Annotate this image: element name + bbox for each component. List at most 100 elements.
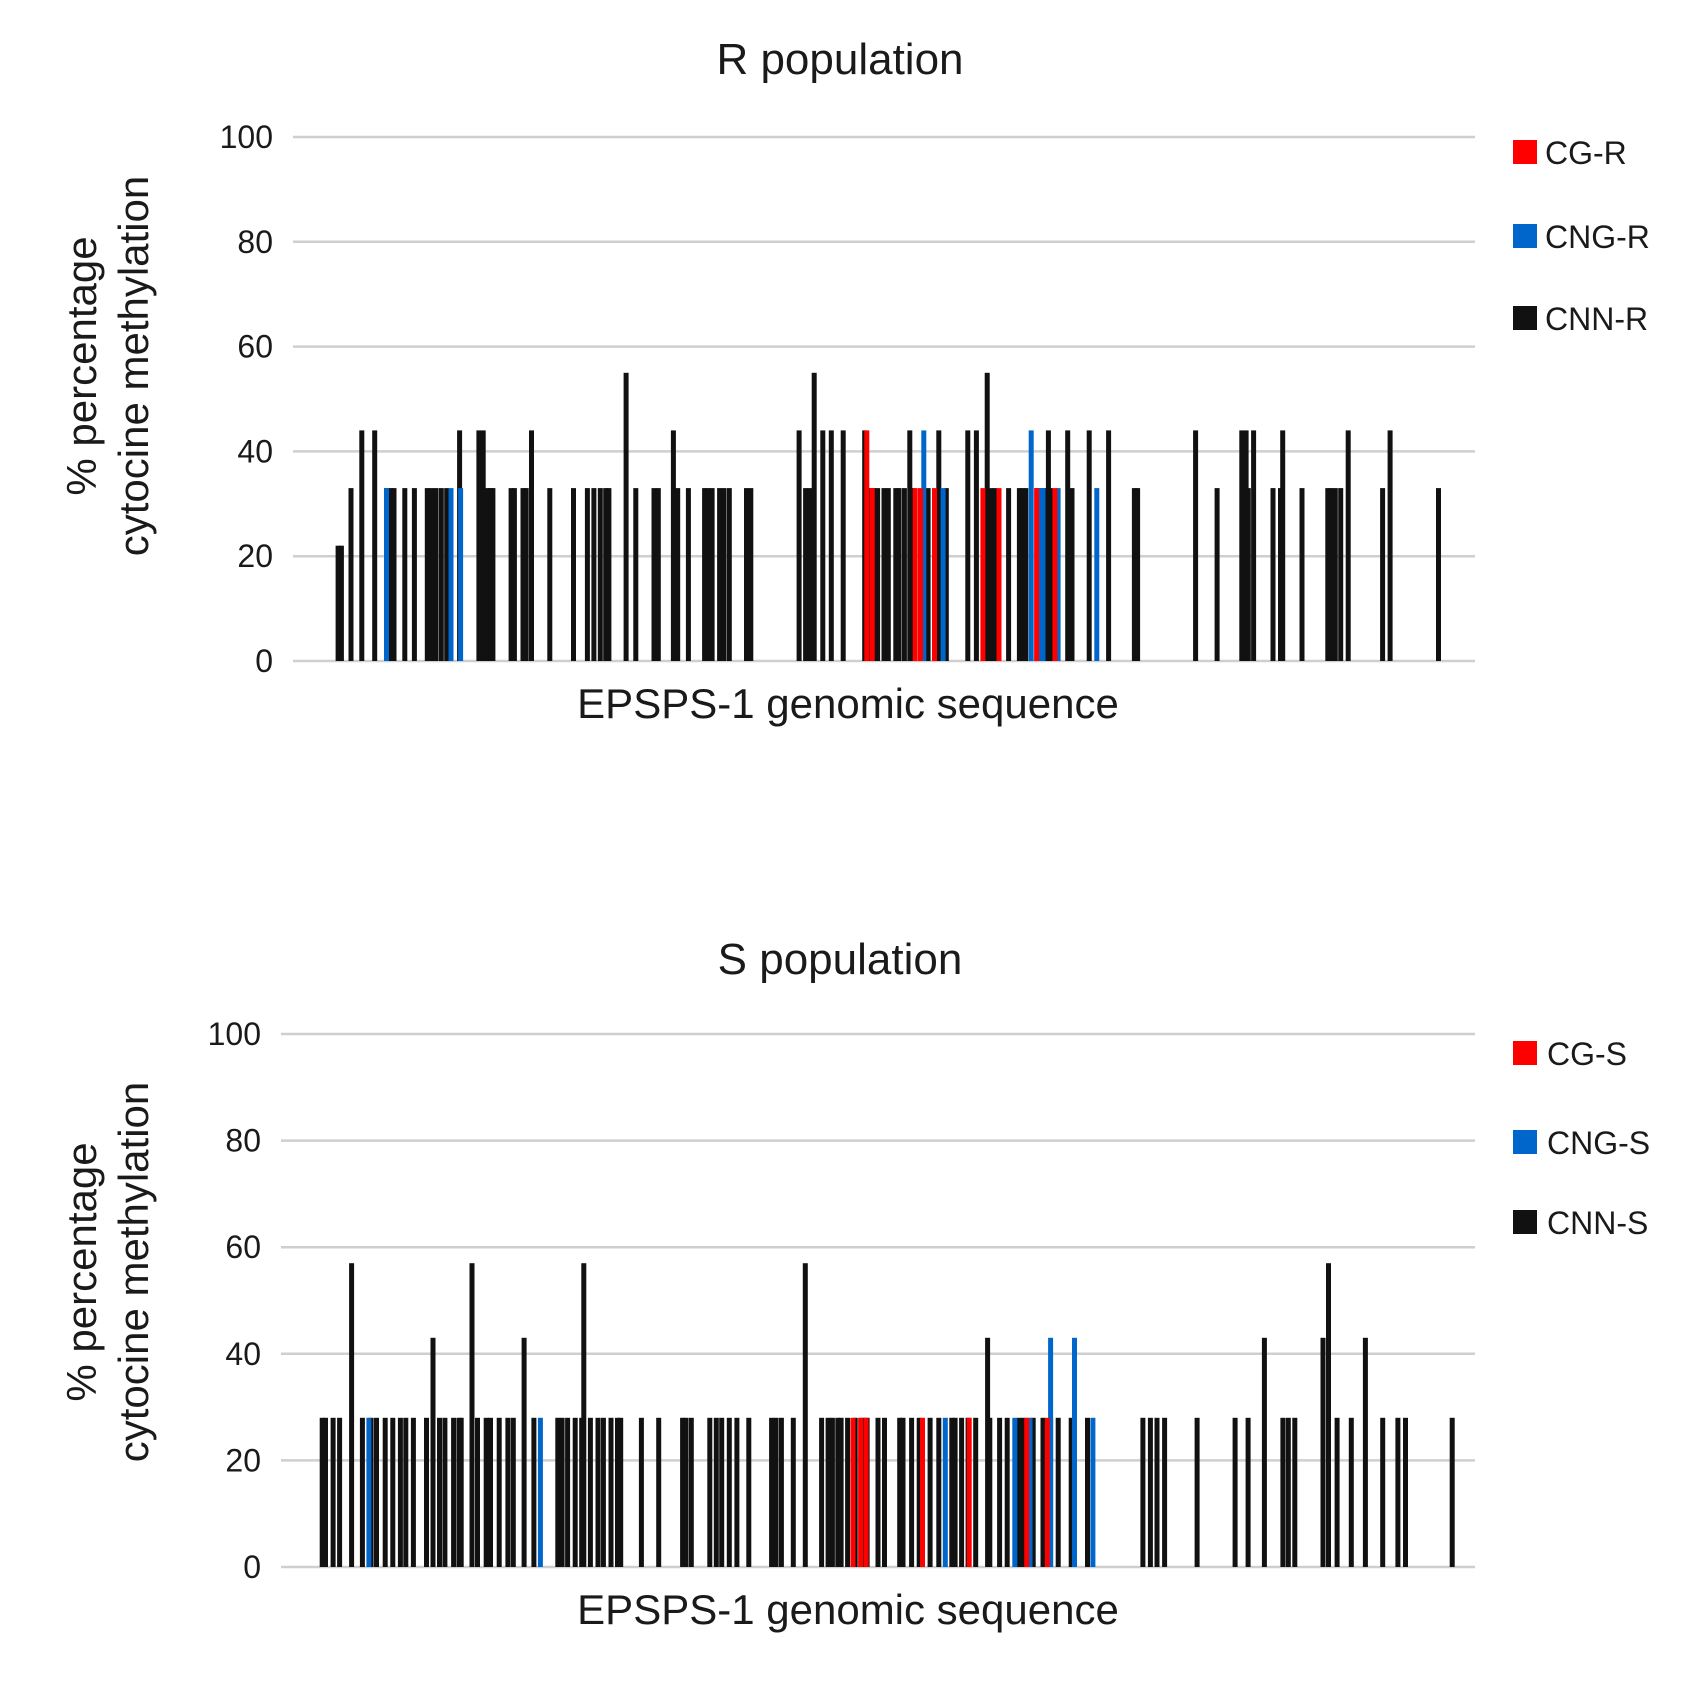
bar-cnn-r <box>1086 430 1092 661</box>
bar-cnn-r <box>987 488 993 661</box>
bar-cnn-s <box>531 1417 537 1567</box>
bar-cnn-s <box>819 1417 825 1567</box>
chart-s-population: S population % percentage cytocine methy… <box>0 900 1705 1700</box>
chart-r-svg: R population % percentage cytocine methy… <box>58 35 1650 727</box>
legend-swatch-cnn-s <box>1513 1210 1537 1234</box>
bar-cnn-s <box>1285 1417 1291 1567</box>
bar-cnn-r <box>1214 488 1220 661</box>
legend-swatch-cnn-r <box>1513 306 1537 330</box>
legend-swatch-cng-s <box>1513 1130 1537 1154</box>
bar-cnn-s <box>1334 1417 1340 1567</box>
bar-cnn-r <box>529 430 534 661</box>
bar-cnn-r <box>1338 488 1344 661</box>
bar-cnn-s <box>1395 1417 1401 1567</box>
bar-cnn-r <box>726 488 732 661</box>
bar-cnn-r <box>893 488 899 661</box>
bar-cnn-r <box>547 488 553 661</box>
bar-cnn-s <box>882 1417 887 1567</box>
bar-cnn-r <box>633 488 639 661</box>
bar-cng-r <box>448 488 454 661</box>
bar-cg-r <box>932 488 937 661</box>
bar-cg-s <box>858 1417 864 1567</box>
bar-cnn-s <box>424 1417 429 1567</box>
bar-cnn-r <box>675 488 681 661</box>
bar-cnn-s <box>973 1417 979 1567</box>
bar-cnn-r <box>511 488 517 661</box>
y-tick-label: 20 <box>225 1442 261 1478</box>
bar-cnn-r <box>875 488 881 661</box>
bar-cnn-s <box>1016 1417 1022 1567</box>
bar-cnn-s <box>505 1417 511 1567</box>
legend-label-cg-s: CG-S <box>1547 1036 1627 1072</box>
bar-cnn-r <box>571 488 576 661</box>
bar-cnn-r <box>1251 430 1257 661</box>
bar-cnn-s <box>1245 1417 1251 1567</box>
bar-cg-s <box>863 1417 869 1567</box>
bar-cnn-r <box>807 488 813 661</box>
bar-cnn-r <box>925 488 931 661</box>
bar-cnn-s <box>734 1417 740 1567</box>
bar-cg-r <box>1034 488 1040 661</box>
bar-cnn-s <box>430 1337 436 1567</box>
bar-cg-r <box>996 488 1002 661</box>
y-tick-label: 80 <box>237 224 273 260</box>
bar-cnn-s <box>437 1417 442 1567</box>
bar-cng-s <box>1072 1337 1077 1567</box>
bar-cnn-r <box>391 488 397 661</box>
y-tick-label: 100 <box>220 119 273 155</box>
bar-cnn-s <box>1055 1417 1061 1567</box>
x-axis-label: EPSPS-1 genomic sequence <box>577 1586 1119 1633</box>
bar-cnn-r <box>388 488 394 661</box>
bar-cng-r <box>1037 488 1043 661</box>
y-axis-label-line-1: % percentage <box>58 236 105 495</box>
bar-cnn-r <box>840 430 846 661</box>
legend-label-cg-r: CG-R <box>1545 135 1627 171</box>
bar-cnn-r <box>1048 488 1054 661</box>
bar-cnn-s <box>382 1417 388 1567</box>
bar-cnn-s <box>1362 1337 1368 1567</box>
bar-cnn-s <box>1261 1337 1267 1567</box>
bar-cg-s <box>1044 1417 1050 1567</box>
bar-cng-s <box>1012 1417 1018 1567</box>
bar-cnn-s <box>595 1417 601 1567</box>
bar-cnn-r <box>670 430 676 661</box>
bar-cnn-r <box>1387 430 1393 661</box>
bar-cnn-r <box>820 430 826 661</box>
bar-cnn-s <box>1030 1417 1036 1567</box>
bar-cnn-r <box>597 488 603 661</box>
y-tick-label: 80 <box>225 1123 261 1159</box>
bar-cnn-r <box>1332 488 1338 661</box>
bar-cnn-s <box>615 1417 620 1567</box>
bar-cnn-s <box>1004 1417 1010 1567</box>
bar-cg-r <box>864 430 870 661</box>
bar-cnn-r <box>896 488 902 661</box>
bar-cg-s <box>850 1417 856 1567</box>
bar-cnn-r <box>811 372 817 661</box>
bar-cnn-s <box>1154 1417 1160 1567</box>
bar-cnn-r <box>1345 430 1351 661</box>
bar-cnn-r <box>1245 488 1251 661</box>
bar-cnn-s <box>897 1417 903 1567</box>
bar-cng-r <box>940 488 946 661</box>
bar-cnn-s <box>349 1263 355 1567</box>
bar-cnn-s <box>909 1417 915 1567</box>
bar-cnn-s <box>1162 1417 1168 1567</box>
bar-cnn-s <box>875 1417 881 1567</box>
bar-cnn-r <box>485 488 490 661</box>
bar-cnn-r <box>685 488 691 661</box>
bar-cnn-r <box>936 430 942 661</box>
legend-label-cng-s: CNG-S <box>1547 1125 1650 1161</box>
bar-cnn-s <box>802 1263 808 1567</box>
bar-cnn-s <box>726 1417 732 1567</box>
bar-cnn-r <box>1016 488 1022 661</box>
bar-cnn-r <box>338 545 344 661</box>
bar-cnn-s <box>927 1417 933 1567</box>
bar-cnn-s <box>323 1417 328 1567</box>
bar-cnn-s <box>587 1417 593 1567</box>
y-tick-label: 0 <box>243 1549 261 1585</box>
bar-cnn-s <box>683 1417 689 1567</box>
y-tick-label: 60 <box>237 329 273 365</box>
bar-cnn-s <box>1232 1417 1238 1567</box>
bar-cnn-s <box>397 1417 403 1567</box>
bar-cnn-s <box>1194 1417 1200 1567</box>
